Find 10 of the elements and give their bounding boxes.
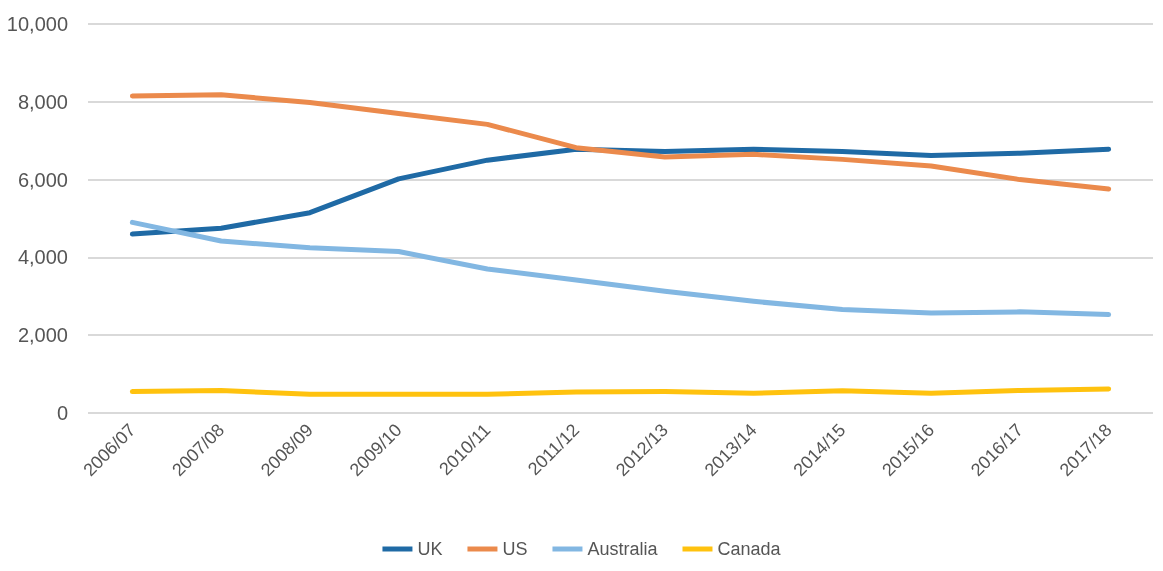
legend-label: UK [417, 539, 443, 559]
legend-label: Australia [587, 539, 659, 559]
y-tick-label: 4,000 [17, 246, 68, 269]
y-tick-label: 8,000 [17, 90, 68, 113]
y-tick-label: 0 [56, 402, 68, 424]
legend-label: Canada [717, 539, 782, 559]
y-tick-label: 2,000 [17, 324, 68, 347]
y-tick-label: 10,000 [6, 13, 68, 35]
y-tick-label: 6,000 [17, 168, 68, 191]
legend-label: US [502, 539, 528, 559]
